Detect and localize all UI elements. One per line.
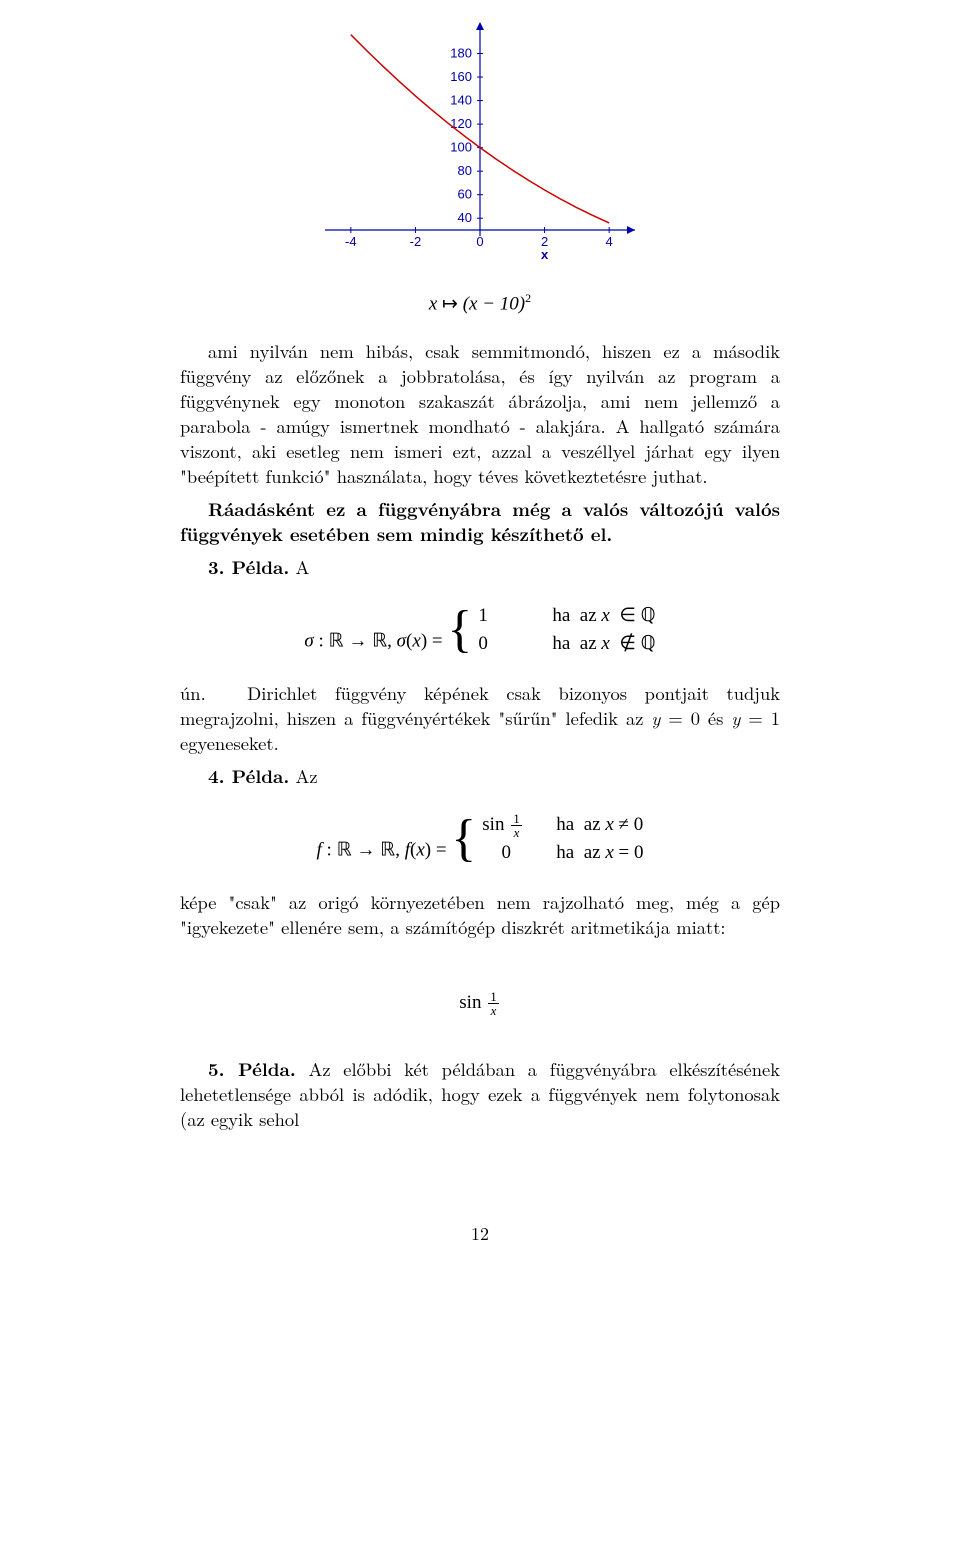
sigma-definition: σ : ℝ → ℝ, σ(x) = { 1 ha az x ∈ ℚ 0 ha a… bbox=[180, 602, 780, 659]
svg-text:4: 4 bbox=[606, 234, 613, 249]
example3-label: 3. Példa. A bbox=[180, 555, 780, 580]
paragraph-1b: Ráadásként ez a függvényábra még a valós… bbox=[180, 497, 780, 547]
sin-1x-formula: sin 1x bbox=[180, 990, 780, 1017]
svg-text:120: 120 bbox=[450, 116, 472, 131]
sigma-row1-cond: ha az x ∈ ℚ bbox=[552, 602, 655, 631]
f-row1-cond: ha az x ≠ 0 bbox=[556, 811, 643, 840]
svg-text:-4: -4 bbox=[345, 234, 357, 249]
function-chart: -4-2024x406080100120140160180 bbox=[180, 20, 780, 260]
svg-text:40: 40 bbox=[458, 210, 472, 225]
ex5-num: 5. Példa. bbox=[208, 1056, 296, 1082]
svg-text:80: 80 bbox=[458, 163, 472, 178]
sigma-row2-val: 0 bbox=[478, 630, 526, 659]
svg-text:x: x bbox=[541, 247, 549, 260]
ex4-after: Az bbox=[289, 763, 317, 789]
chart-svg: -4-2024x406080100120140160180 bbox=[295, 20, 665, 260]
sigma-row1-val: 1 bbox=[478, 602, 526, 631]
svg-text:180: 180 bbox=[450, 46, 472, 61]
paragraph-1: ami nyilván nem hibás, csak semmitmondó,… bbox=[180, 339, 780, 489]
f-definition: f : ℝ → ℝ, f(x) = { sin 1x ha az x ≠ 0 0… bbox=[180, 811, 780, 868]
ex4-num: 4. Példa. bbox=[208, 763, 289, 789]
formula-mapsto: x ↦ (x − 10)2 bbox=[180, 290, 780, 317]
svg-text:160: 160 bbox=[450, 69, 472, 84]
ex3-num: 3. Példa. bbox=[208, 554, 289, 580]
example4-label: 4. Példa. Az bbox=[180, 764, 780, 789]
paragraph-4: képe "csak" az origó környezetében nem r… bbox=[180, 890, 780, 940]
svg-text:100: 100 bbox=[450, 140, 472, 155]
f-row2-val: 0 bbox=[482, 839, 530, 868]
example5: 5. Példa. Az előbbi két példában a függv… bbox=[180, 1057, 780, 1132]
svg-text:140: 140 bbox=[450, 93, 472, 108]
paragraph-3: ún. Dirichlet függvény képének csak bizo… bbox=[180, 681, 780, 756]
ex3-after: A bbox=[289, 554, 309, 580]
f-row2-cond: ha az x = 0 bbox=[556, 839, 643, 868]
page-number: 12 bbox=[180, 1222, 780, 1246]
f-row1-val: sin 1x bbox=[482, 811, 530, 840]
svg-text:0: 0 bbox=[476, 234, 483, 249]
svg-text:-2: -2 bbox=[410, 234, 422, 249]
svg-text:60: 60 bbox=[458, 187, 472, 202]
sigma-row2-cond: ha az x ∉ ℚ bbox=[552, 630, 655, 659]
